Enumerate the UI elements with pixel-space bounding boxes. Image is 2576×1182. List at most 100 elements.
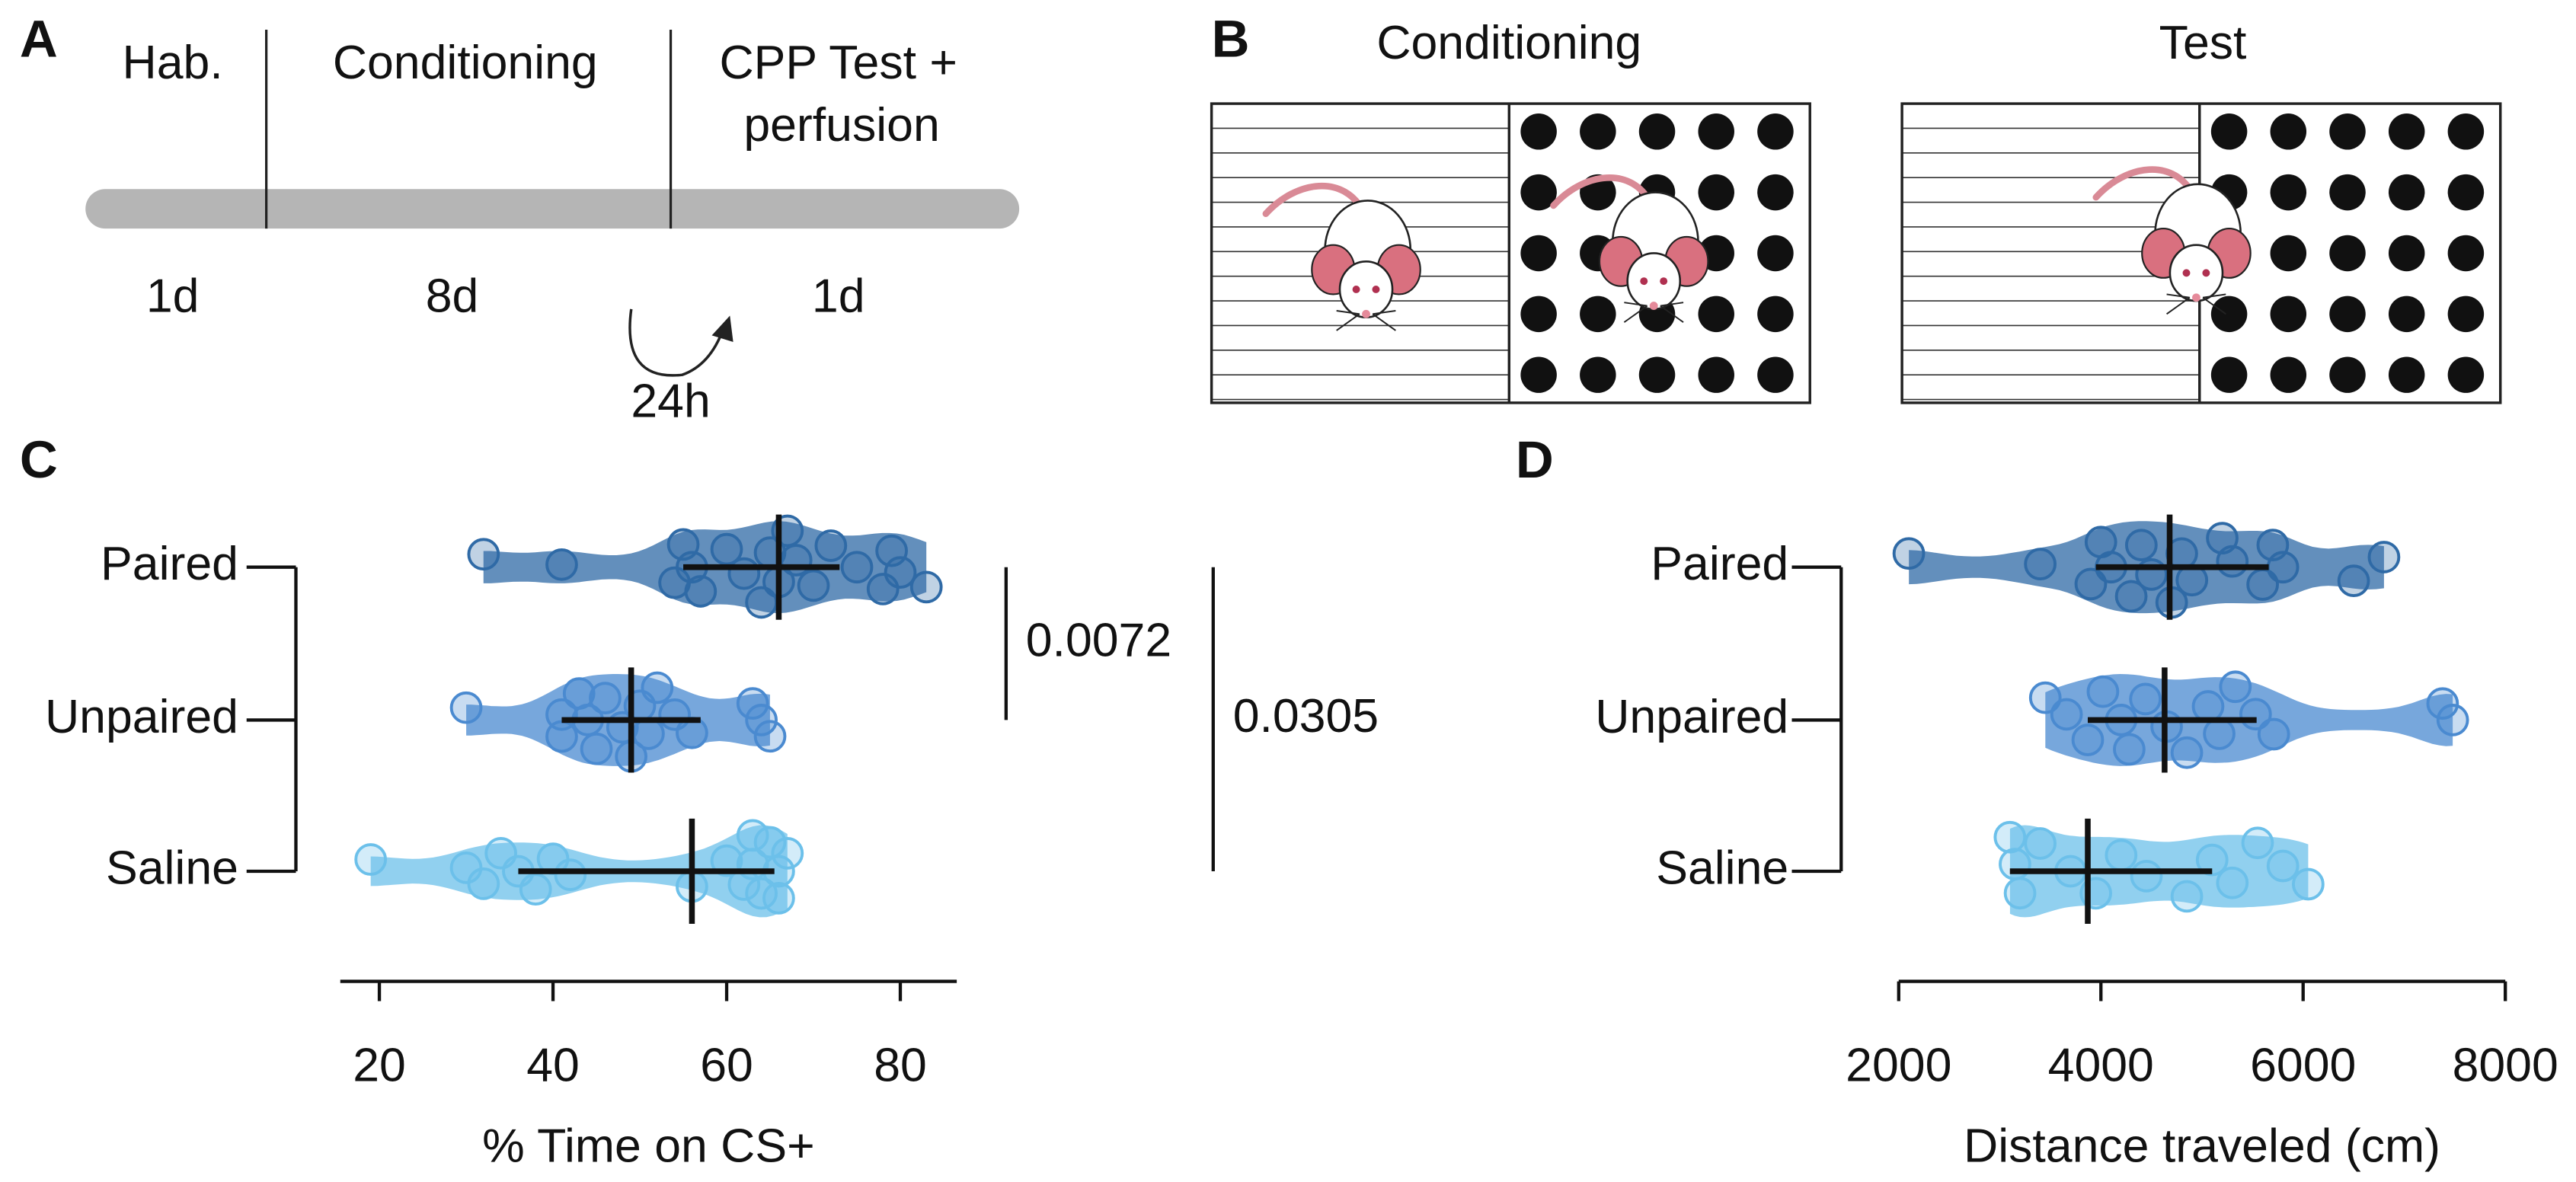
data-point [2130, 860, 2163, 893]
x-axis-label: % Time on CS+ [482, 1119, 815, 1172]
data-point [840, 551, 874, 584]
dot [2329, 174, 2366, 211]
phase-label: Hab. [123, 36, 223, 89]
whisker [1624, 302, 1648, 307]
data-point [727, 557, 761, 590]
mouse-eye [1352, 285, 1360, 293]
data-point [2426, 687, 2459, 720]
data-point [1993, 820, 2027, 854]
x-axis-label: Distance traveled (cm) [1964, 1119, 2440, 1172]
dot [1580, 356, 1616, 393]
data-point [753, 720, 787, 753]
data-point [641, 671, 674, 704]
data-point [467, 867, 500, 900]
x-tick-label: 80 [874, 1039, 927, 1092]
mouse-head [2169, 244, 2224, 302]
dot [2447, 174, 2485, 211]
data-point [2337, 564, 2370, 598]
data-point [2241, 826, 2274, 860]
dot [2329, 113, 2366, 150]
mouse-eye [1372, 285, 1380, 293]
dot [2447, 296, 2485, 333]
x-tick-label: 2000 [1846, 1039, 1951, 1092]
data-point [2436, 704, 2469, 736]
arrow-head [711, 315, 733, 343]
p-value: 0.0305 [1233, 689, 1379, 743]
data-point [2114, 580, 2148, 613]
dot [2210, 113, 2248, 150]
dot [2270, 113, 2307, 150]
dot [1757, 296, 1794, 333]
dot [1520, 113, 1557, 150]
data-point [2086, 675, 2120, 708]
dot [1520, 296, 1557, 333]
data-point [2291, 867, 2325, 901]
phase-duration: 1d [146, 269, 200, 322]
interval-arrow [628, 308, 725, 377]
y-tick-label: Paired [1651, 537, 1788, 590]
dot [2329, 296, 2366, 333]
data-point [2216, 545, 2249, 578]
panel-label: D [1516, 430, 1554, 489]
data-point [2266, 551, 2300, 584]
dot [2329, 356, 2366, 393]
data-point [519, 873, 552, 906]
mouse-eye [1660, 277, 1668, 286]
dot [2270, 235, 2307, 272]
whisker [2202, 293, 2226, 299]
phase-label: CPP Test + [719, 36, 957, 89]
data-point [2113, 733, 2146, 766]
data-point [2050, 698, 2083, 731]
panel-label: C [20, 430, 58, 489]
data-point [2170, 736, 2204, 769]
data-point [2105, 839, 2138, 872]
phase-duration: 8d [426, 269, 479, 322]
data-point [909, 570, 943, 604]
phase-label: Conditioning [333, 36, 598, 89]
data-point [589, 682, 622, 714]
data-point [2071, 724, 2105, 756]
mouse-head [1626, 252, 1682, 311]
data-point [745, 704, 778, 736]
data-point [684, 575, 718, 608]
data-point [545, 720, 578, 753]
dot [1580, 296, 1616, 333]
arena-title: Test [2159, 16, 2247, 69]
y-tick-label: Saline [106, 842, 238, 895]
dot [2388, 356, 2425, 393]
whisker [1373, 310, 1396, 315]
data-point [2257, 717, 2290, 751]
y-tick-label: Unpaired [1595, 690, 1788, 743]
dot [2388, 113, 2425, 150]
arena-box [1900, 102, 2502, 404]
arenas [1210, 102, 2502, 404]
data-point [884, 556, 917, 589]
data-point [736, 687, 769, 720]
x-tick-label: 4000 [2048, 1039, 2154, 1092]
data-point [545, 548, 578, 581]
dot [2329, 235, 2366, 272]
whisker [1623, 305, 1648, 323]
mouse [2092, 166, 2252, 315]
dot [1698, 113, 1734, 150]
dot [1520, 174, 1557, 211]
p-value: 0.0072 [1026, 614, 1171, 667]
dot [2270, 296, 2307, 333]
dot [1638, 113, 1676, 150]
dot [1580, 113, 1616, 150]
mouse-eye [2182, 269, 2191, 277]
data-point [2170, 880, 2204, 913]
data-point [554, 858, 587, 891]
data-point [2129, 682, 2162, 716]
mouse [1262, 182, 1421, 331]
data-point [779, 544, 813, 577]
interval-label: 24h [631, 375, 710, 428]
data-point [2195, 843, 2229, 877]
dot [2447, 356, 2485, 393]
x-tick-label: 8000 [2453, 1039, 2558, 1092]
dot [2388, 296, 2425, 333]
data-point [2024, 548, 2057, 581]
panel-label: B [1212, 8, 1250, 68]
x-tick-label: 40 [526, 1039, 580, 1092]
